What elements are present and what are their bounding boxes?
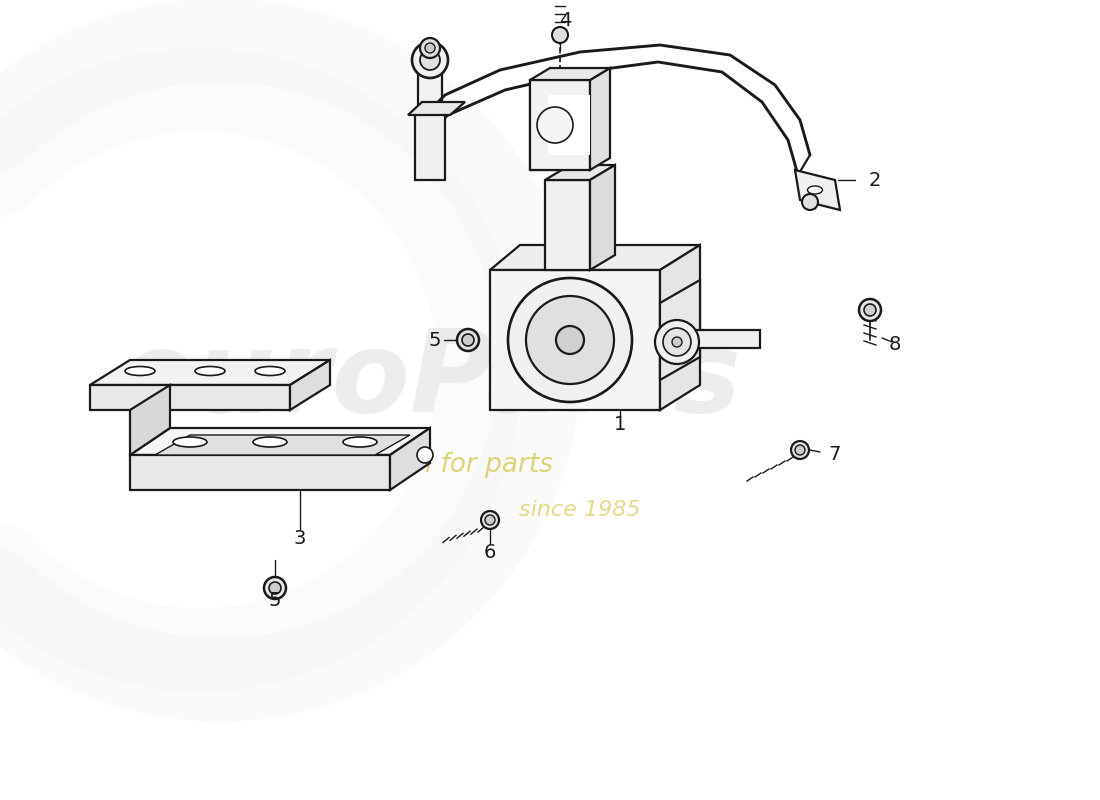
Ellipse shape [253, 437, 287, 447]
Ellipse shape [173, 437, 207, 447]
Polygon shape [290, 360, 330, 410]
Circle shape [417, 447, 433, 463]
Polygon shape [408, 102, 465, 115]
Polygon shape [390, 428, 430, 490]
Text: 5: 5 [429, 330, 441, 350]
Circle shape [663, 328, 691, 356]
Text: 3: 3 [294, 529, 306, 547]
Circle shape [552, 27, 568, 43]
Polygon shape [130, 385, 170, 455]
Circle shape [412, 42, 448, 78]
Polygon shape [490, 270, 660, 410]
Ellipse shape [807, 186, 823, 194]
Circle shape [654, 320, 698, 364]
Polygon shape [530, 80, 590, 170]
Text: euroParts: euroParts [118, 325, 743, 435]
Text: 1: 1 [614, 415, 626, 434]
Text: 6: 6 [484, 542, 496, 562]
Circle shape [481, 511, 499, 529]
Circle shape [802, 194, 818, 210]
Text: 7: 7 [828, 446, 842, 465]
Ellipse shape [125, 366, 155, 375]
Polygon shape [590, 165, 615, 270]
Polygon shape [695, 330, 760, 348]
Text: 2: 2 [869, 170, 881, 190]
Polygon shape [544, 165, 615, 180]
Circle shape [485, 515, 495, 525]
Circle shape [672, 337, 682, 347]
Ellipse shape [255, 366, 285, 375]
Polygon shape [130, 455, 390, 490]
Polygon shape [530, 68, 610, 80]
Polygon shape [90, 385, 290, 410]
Polygon shape [660, 245, 700, 410]
Polygon shape [548, 95, 590, 155]
Circle shape [425, 43, 435, 53]
Circle shape [456, 329, 478, 351]
Polygon shape [544, 180, 590, 270]
Circle shape [795, 445, 805, 455]
Polygon shape [155, 435, 410, 455]
Polygon shape [490, 245, 700, 270]
Circle shape [864, 304, 876, 316]
Circle shape [859, 299, 881, 321]
Circle shape [556, 326, 584, 354]
Circle shape [526, 296, 614, 384]
Ellipse shape [343, 437, 377, 447]
Circle shape [508, 278, 632, 402]
Polygon shape [660, 280, 700, 380]
Text: a passion for parts: a passion for parts [307, 452, 553, 478]
Circle shape [791, 441, 808, 459]
Circle shape [420, 38, 440, 58]
Polygon shape [795, 170, 840, 210]
Circle shape [537, 107, 573, 143]
Text: 8: 8 [889, 335, 901, 354]
Text: 4: 4 [559, 10, 571, 30]
Circle shape [270, 582, 280, 594]
Circle shape [420, 50, 440, 70]
Polygon shape [130, 428, 430, 455]
Polygon shape [418, 65, 442, 110]
Circle shape [264, 577, 286, 599]
Text: 5: 5 [268, 590, 282, 610]
Circle shape [462, 334, 474, 346]
Ellipse shape [195, 366, 226, 375]
Polygon shape [415, 110, 446, 180]
Polygon shape [90, 360, 330, 385]
Text: since 1985: since 1985 [519, 500, 640, 520]
Polygon shape [590, 68, 610, 170]
